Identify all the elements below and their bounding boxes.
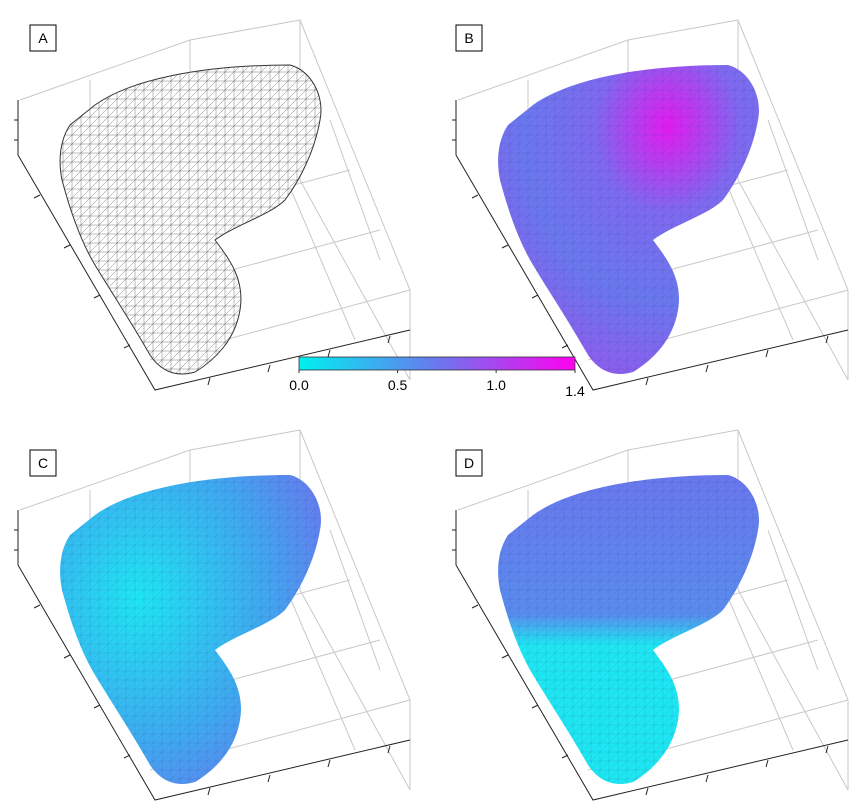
panel-label: A — [38, 30, 48, 46]
colorbar-gradient — [299, 357, 575, 370]
panel-d: D — [452, 430, 848, 800]
colorbar: 0.0 0.5 1.0 1.4 — [289, 357, 585, 399]
figure: A B C D 0.0 0.5 1.0 1.4 — [0, 0, 853, 802]
panel-a: A — [14, 20, 410, 390]
page: A B C D 0.00.51.01.4 (() => { const data… — [0, 0, 853, 802]
panel-c: C — [14, 430, 410, 800]
colorbar-tick-label: 1.4 — [565, 383, 585, 399]
panel-label: D — [464, 455, 474, 471]
panel-b: B — [452, 20, 848, 390]
colorbar-tick-label: 0.0 — [289, 377, 309, 393]
colorbar-tick-label: 0.5 — [388, 377, 408, 393]
colorbar-tick-label: 1.0 — [486, 377, 506, 393]
panel-label: B — [464, 30, 473, 46]
panel-label: C — [38, 455, 48, 471]
